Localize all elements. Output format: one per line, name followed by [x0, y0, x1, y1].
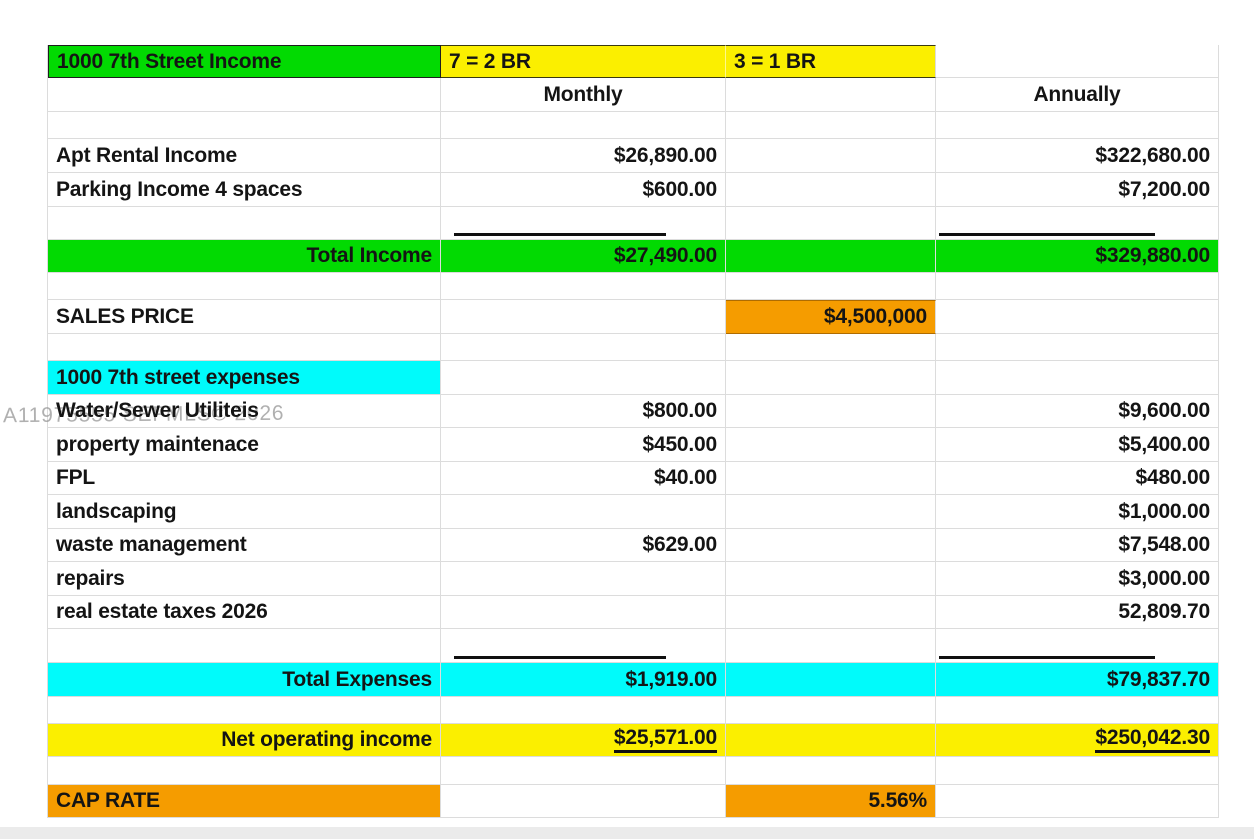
expense-row: waste management $629.00 $7,548.00: [48, 529, 1219, 562]
row-label: landscaping: [48, 495, 441, 529]
net-operating-income-row: Net operating income $25,571.00 $250,042…: [48, 724, 1219, 757]
header-row: 1000 7th Street Income 7 = 2 BR 3 = 1 BR: [48, 45, 1219, 78]
total-expenses-row: Total Expenses $1,919.00 $79,837.70: [48, 663, 1219, 697]
sum-rule-row: [48, 207, 1219, 240]
expenses-title: 1000 7th street expenses: [48, 361, 441, 395]
row-label: repairs: [48, 562, 441, 596]
cap-rate-row: CAP RATE 5.56%: [48, 785, 1219, 818]
income-row: Parking Income 4 spaces $600.00 $7,200.0…: [48, 173, 1219, 207]
row-label: Water/Sewer Utiliteis: [48, 395, 441, 428]
expense-row: Water/Sewer Utiliteis $800.00 $9,600.00: [48, 395, 1219, 428]
total-income-row: Total Income $27,490.00 $329,880.00: [48, 240, 1219, 273]
annual-value: $1,000.00: [936, 495, 1219, 529]
period-header-row: Monthly Annually: [48, 78, 1219, 112]
expenses-header-row: 1000 7th street expenses: [48, 361, 1219, 395]
annual-value: $322,680.00: [936, 139, 1219, 173]
noi-label: Net operating income: [48, 724, 441, 757]
expense-row: FPL $40.00 $480.00: [48, 462, 1219, 495]
income-row: Apt Rental Income $26,890.00 $322,680.00: [48, 139, 1219, 173]
noi-annually: $250,042.30: [1095, 727, 1210, 753]
cap-rate-value: 5.56%: [726, 785, 936, 818]
annually-header: Annually: [936, 78, 1219, 112]
monthly-value: $800.00: [441, 395, 726, 428]
expense-row: real estate taxes 2026 52,809.70: [48, 596, 1219, 629]
monthly-value: $40.00: [441, 462, 726, 495]
income-expense-sheet: 1000 7th Street Income 7 = 2 BR 3 = 1 BR…: [47, 45, 1219, 818]
expense-row: repairs $3,000.00: [48, 562, 1219, 596]
noi-monthly: $25,571.00: [613, 727, 717, 753]
row-label: property maintenace: [48, 428, 441, 462]
mls-watermark: A11975555 SEFMLS© 2026: [2, 401, 285, 428]
annual-value: $5,400.00: [936, 428, 1219, 462]
row-label: Apt Rental Income: [48, 139, 441, 173]
row-label: real estate taxes 2026: [48, 596, 441, 629]
spacer-row: [48, 112, 1219, 139]
annual-value: $3,000.00: [936, 562, 1219, 596]
row-label: FPL: [48, 462, 441, 495]
sum-rule: [454, 233, 666, 236]
sum-rule: [454, 656, 666, 659]
total-income-monthly: $27,490.00: [441, 240, 726, 273]
annual-value: $7,200.00: [936, 173, 1219, 207]
monthly-value: $450.00: [441, 428, 726, 462]
sum-rule-row: [48, 629, 1219, 663]
total-income-label: Total Income: [48, 240, 441, 273]
annual-value: $7,548.00: [936, 529, 1219, 562]
cap-rate-label: CAP RATE: [48, 785, 441, 818]
row-label: waste management: [48, 529, 441, 562]
spacer-row: [48, 334, 1219, 361]
sheet-title: 1000 7th Street Income: [57, 49, 282, 73]
bottom-edge-band: [0, 827, 1254, 839]
row-label: Parking Income 4 spaces: [48, 173, 441, 207]
spacer-row: [48, 273, 1219, 300]
monthly-value: $600.00: [441, 173, 726, 207]
annual-value: $9,600.00: [936, 395, 1219, 428]
monthly-value: $26,890.00: [441, 139, 726, 173]
legend-2br-cell: 7 = 2 BR: [441, 45, 726, 78]
legend-1br-cell: 3 = 1 BR: [726, 45, 936, 78]
sum-rule: [939, 233, 1155, 236]
sales-price-row: SALES PRICE $4,500,000: [48, 300, 1219, 334]
monthly-header: Monthly: [441, 78, 726, 112]
annual-value: $480.00: [936, 462, 1219, 495]
sheet-title-cell: 1000 7th Street Income: [48, 45, 441, 78]
spacer-row: [48, 697, 1219, 724]
sum-rule: [939, 656, 1155, 659]
annual-value: 52,809.70: [936, 596, 1219, 629]
total-expenses-label: Total Expenses: [48, 663, 441, 697]
expense-row: property maintenace $450.00 $5,400.00: [48, 428, 1219, 462]
sales-price-value: $4,500,000: [726, 300, 936, 334]
total-income-annually: $329,880.00: [936, 240, 1219, 273]
monthly-value: $629.00: [441, 529, 726, 562]
empty-cell: [936, 45, 1219, 78]
expense-row: landscaping $1,000.00: [48, 495, 1219, 529]
spacer-row: [48, 757, 1219, 785]
total-expenses-annually: $79,837.70: [936, 663, 1219, 697]
sales-price-label: SALES PRICE: [48, 300, 441, 334]
total-expenses-monthly: $1,919.00: [441, 663, 726, 697]
